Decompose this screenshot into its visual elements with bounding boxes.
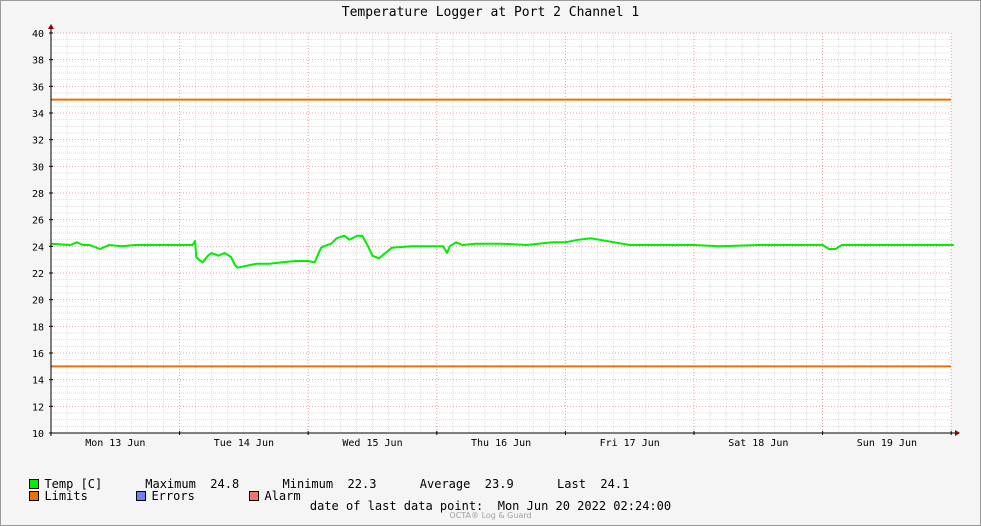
y-tick-label: 22 [32, 269, 44, 280]
errors-swatch [136, 490, 147, 501]
y-tick-label: 28 [32, 189, 44, 200]
y-tick-label: 14 [32, 376, 44, 387]
y-tick-label: 24 [32, 242, 44, 253]
last-data-point: date of last data point: Mon Jun 20 2022… [309, 499, 672, 513]
y-tick-label: 20 [32, 296, 44, 307]
limits-lines [51, 98, 951, 368]
series-layer [50, 234, 954, 269]
legend-stats: Maximum 24.8 Minimum 22.3 Average 23.9 L… [145, 477, 630, 491]
y-tick-label: 12 [32, 402, 44, 413]
y-tick-label: 36 [32, 82, 44, 93]
y-tick-labels: 10 12 14 16 18 20 22 24 26 28 30 32 34 36 38 40 [32, 29, 44, 440]
x-axis-arrow [955, 430, 960, 436]
axes [48, 24, 960, 436]
x-day-label: Sun 19 Jun [857, 438, 917, 449]
x-day-label: Thu 16 Jun [471, 438, 531, 449]
chart-title: Temperature Logger at Port 2 Channel 1 [341, 5, 640, 20]
legend-temp-label: Temp [C] [44, 477, 103, 491]
x-day-label: Mon 13 Jun [85, 438, 145, 449]
legend-limits-label: Limits [44, 489, 88, 503]
y-tick-label: 38 [32, 56, 44, 67]
x-tick-labels: Mon 13 Jun Tue 14 Jun Wed 15 Jun Thu 16 Jun… [85, 438, 917, 449]
x-day-label: Tue 14 Jun [214, 438, 274, 449]
y-tick-label: 30 [32, 162, 44, 173]
y-axis-arrow [48, 24, 54, 29]
y-tick-label: 18 [32, 322, 44, 333]
alarm-swatch [249, 490, 260, 501]
legend-row-2: Limits Errors Alarm [15, 475, 301, 503]
y-tick-label: 10 [32, 429, 44, 440]
y-tick-label: 16 [32, 349, 44, 360]
y-tick-label: 26 [32, 216, 44, 227]
y-tick-label: 40 [32, 29, 44, 40]
legend-row-1: Temp [C] Maximum 24.8 Minimum 22.3 Averag… [15, 463, 629, 491]
watermark: OCTA® Log & Guard [449, 511, 532, 520]
temp-swatch [29, 478, 40, 489]
x-day-label: Wed 15 Jun [342, 438, 402, 449]
legend-alarm-label: Alarm [264, 489, 301, 503]
legend-errors-label: Errors [151, 489, 195, 503]
x-day-label: Sat 18 Jun [728, 438, 788, 449]
limits-swatch [29, 490, 40, 501]
y-tick-label: 32 [32, 136, 44, 147]
temp-series-line [50, 234, 954, 269]
y-tick-label: 34 [32, 109, 44, 120]
x-day-label: Fri 17 Jun [600, 438, 660, 449]
